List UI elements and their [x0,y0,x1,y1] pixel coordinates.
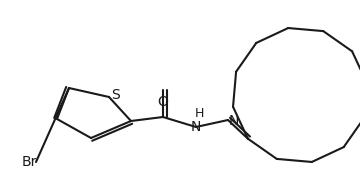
Text: N: N [229,114,239,128]
Text: S: S [112,88,120,102]
Text: N: N [191,120,201,134]
Text: Br: Br [22,155,37,169]
Text: O: O [158,95,168,109]
Text: H: H [194,107,204,120]
